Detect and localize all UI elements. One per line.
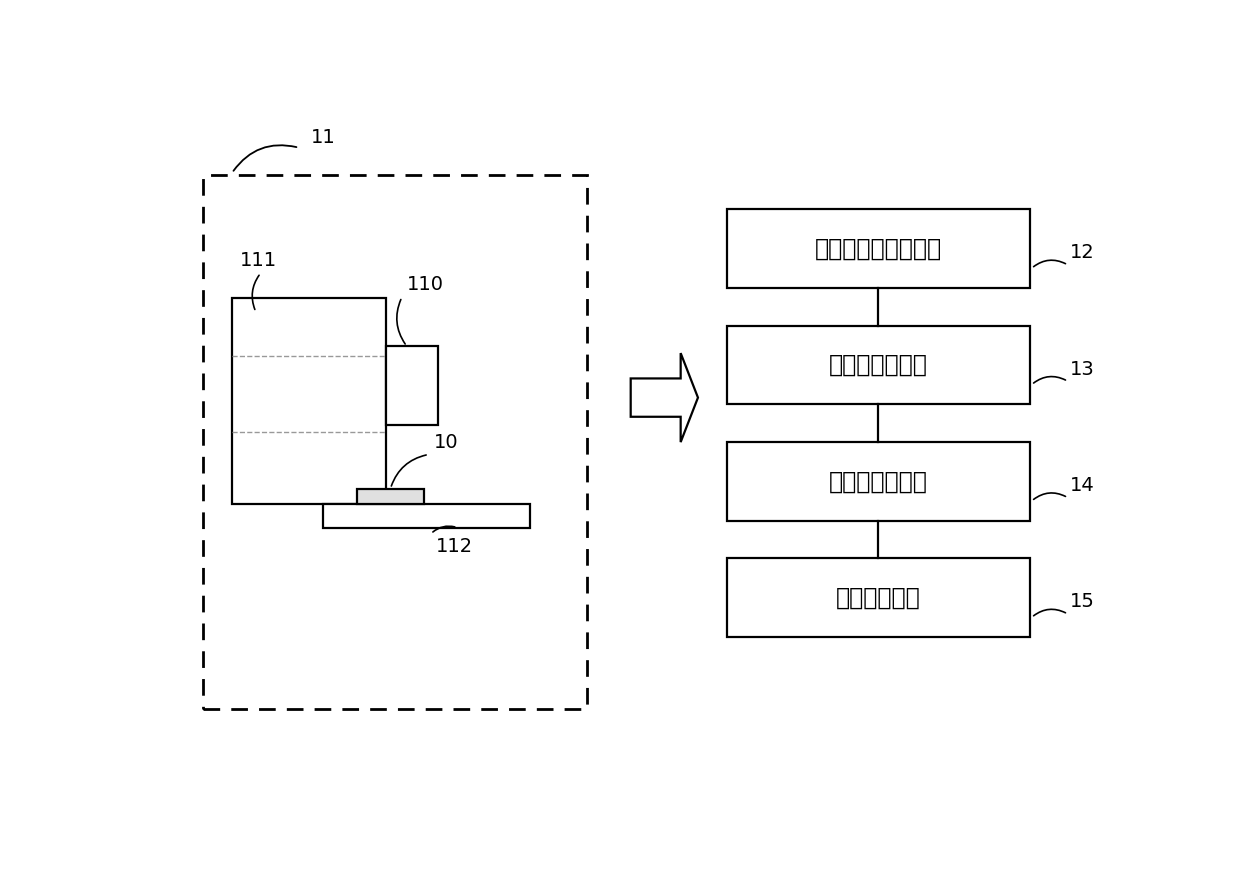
Text: 饱和带处理单元: 饱和带处理单元: [828, 353, 928, 377]
Bar: [324, 504, 529, 528]
Text: 13: 13: [1070, 359, 1095, 379]
Bar: [727, 558, 1029, 637]
Text: 15: 15: [1070, 592, 1095, 612]
Text: 14: 14: [1070, 476, 1095, 495]
Text: 11: 11: [311, 128, 336, 147]
Bar: [357, 489, 424, 504]
Text: 10: 10: [434, 433, 459, 452]
Text: 111: 111: [239, 252, 277, 270]
Bar: [727, 442, 1029, 521]
Text: 110: 110: [407, 276, 444, 294]
Text: 感兴趣区域获取单元: 感兴趣区域获取单元: [815, 236, 941, 260]
Bar: [727, 209, 1029, 288]
Bar: [386, 346, 439, 425]
Text: 饱和带检测单元: 饱和带检测单元: [828, 469, 928, 493]
Text: 参数获取单元: 参数获取单元: [836, 586, 920, 610]
Text: 12: 12: [1070, 244, 1095, 262]
Bar: [232, 299, 386, 504]
Bar: [203, 175, 588, 709]
Text: 112: 112: [435, 537, 472, 556]
Polygon shape: [631, 353, 698, 442]
Bar: [727, 325, 1029, 404]
